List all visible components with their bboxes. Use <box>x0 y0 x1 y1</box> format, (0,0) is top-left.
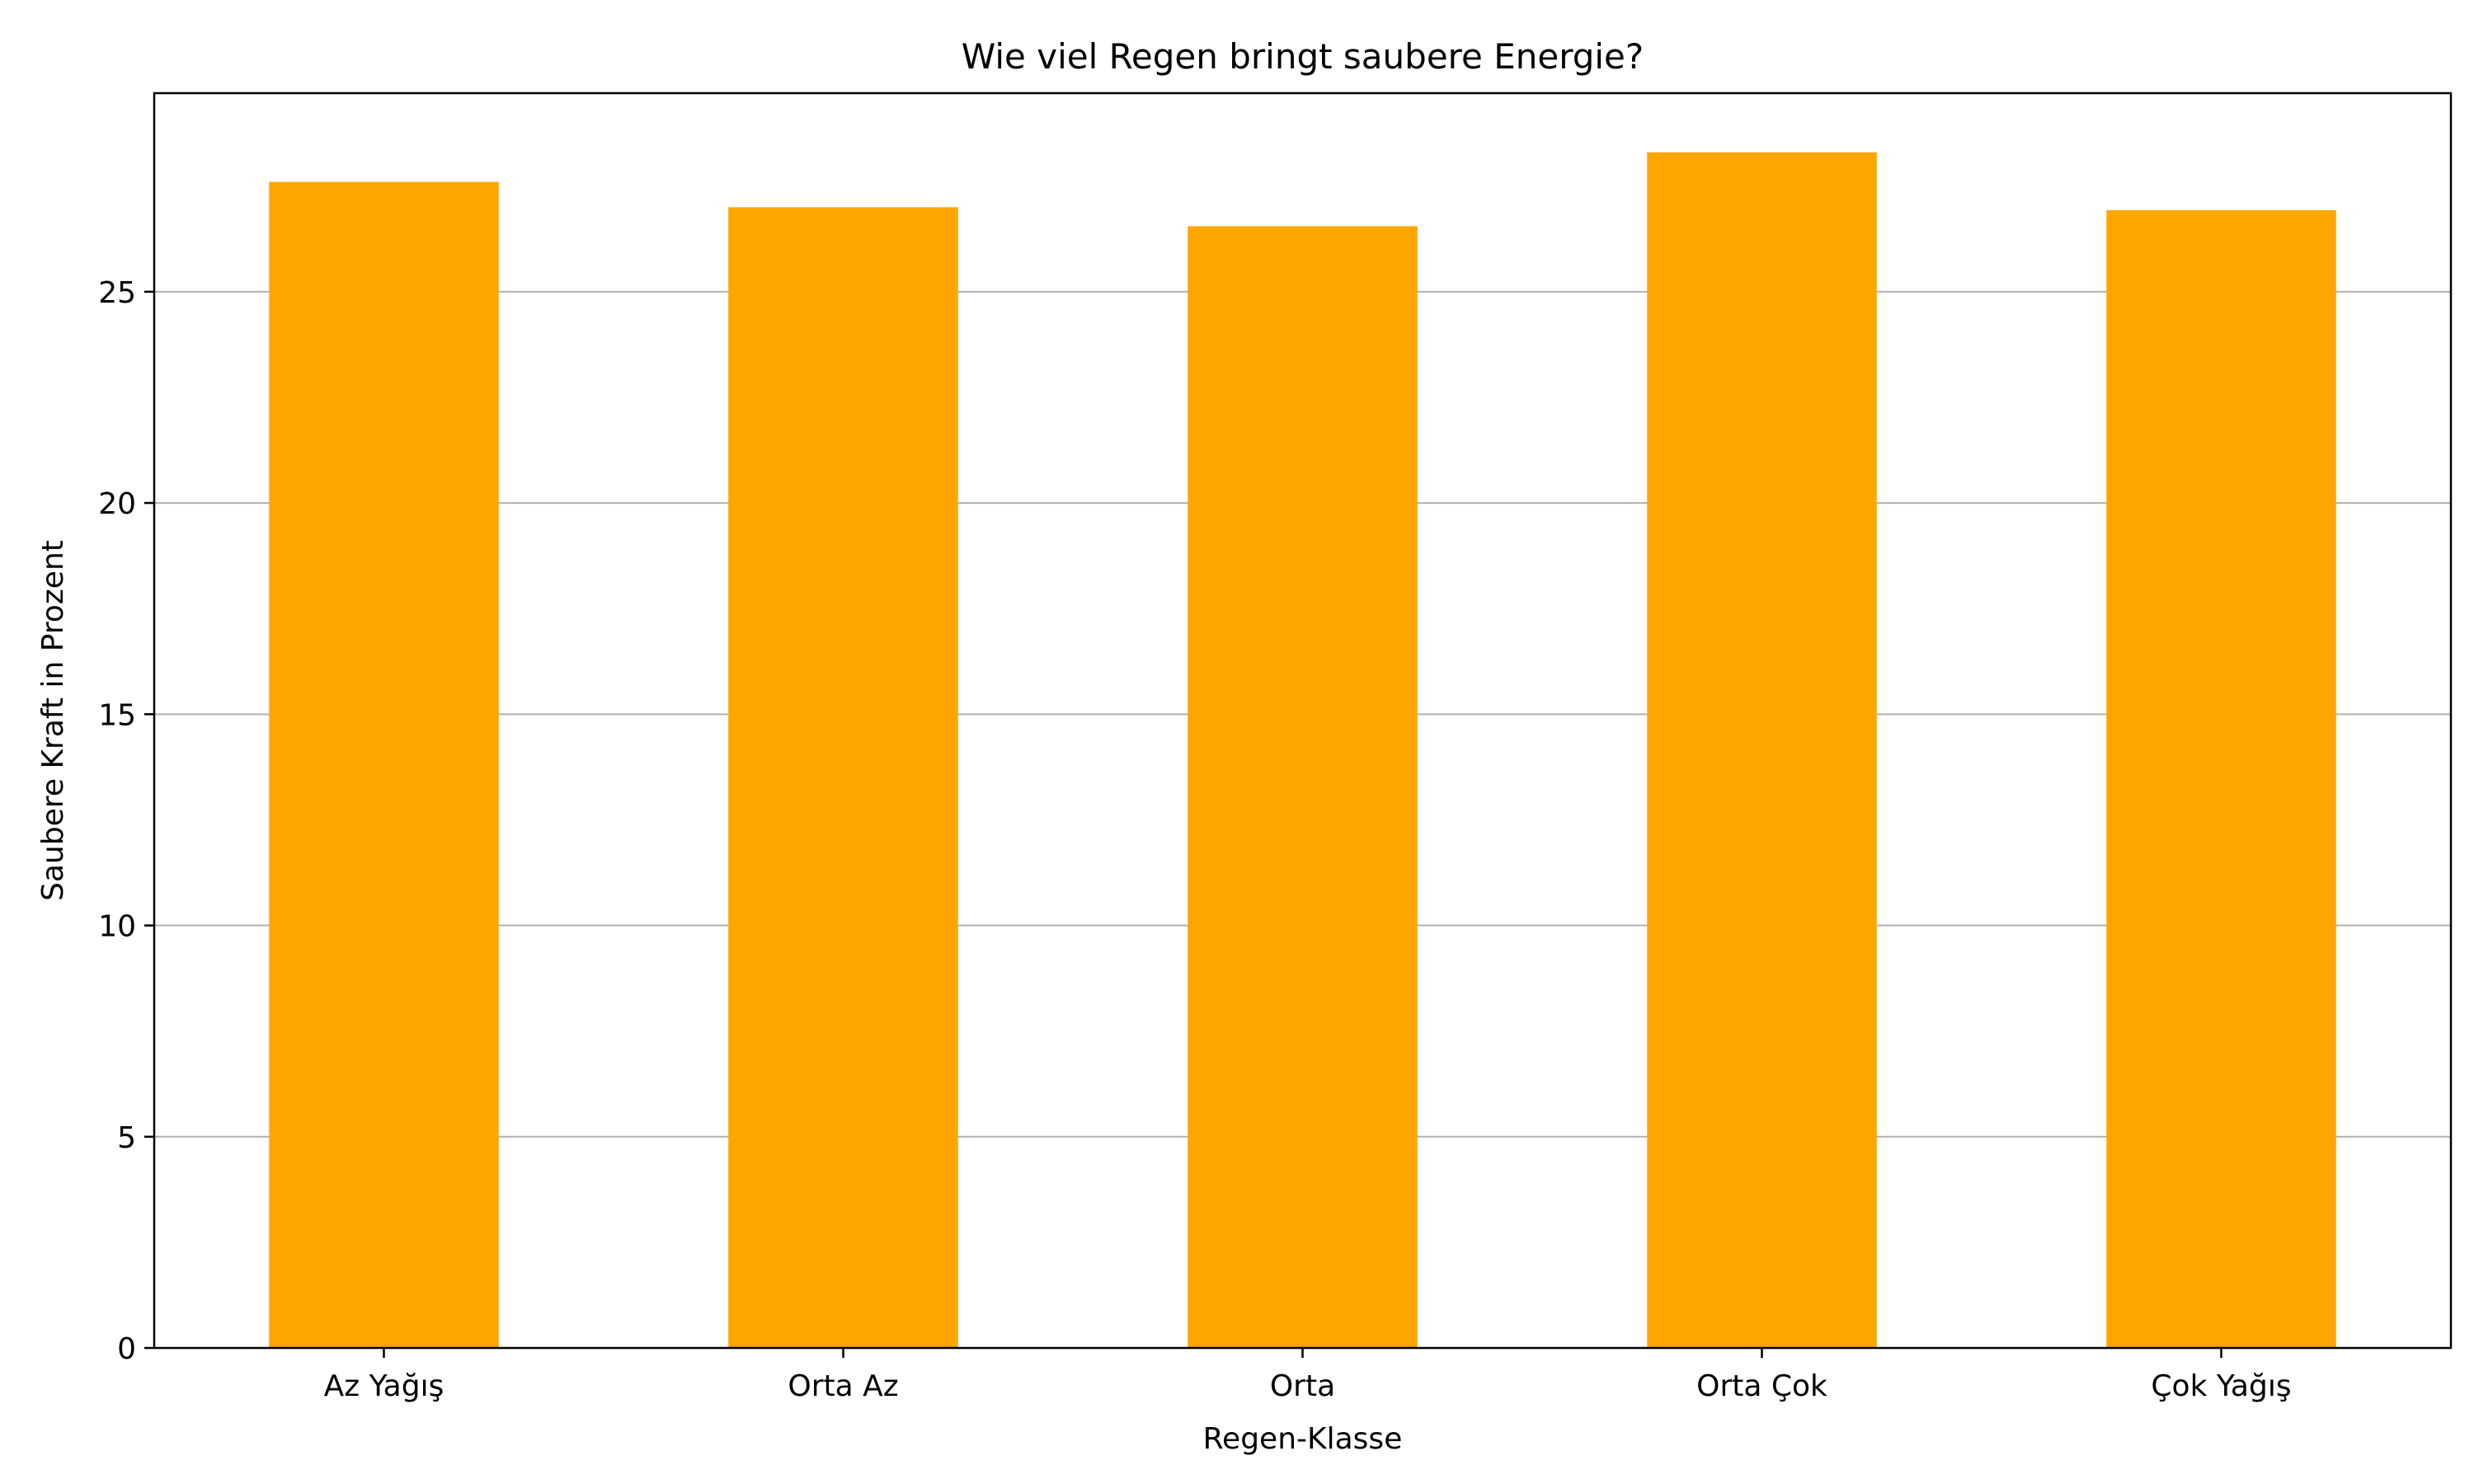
x-tick-label: Az Yağış <box>324 1369 444 1403</box>
x-tick-label: Orta Az <box>788 1369 898 1403</box>
bar <box>1647 152 1877 1348</box>
bars <box>269 152 2336 1349</box>
bar <box>728 207 958 1348</box>
x-axis-label: Regen-Klasse <box>1203 1422 1403 1456</box>
chart-title: Wie viel Regen bringt saubere Energie? <box>962 36 1644 77</box>
bar <box>2106 209 2336 1349</box>
y-axis-ticks: 0 5 10 15 20 25 <box>98 276 154 1366</box>
y-axis-label: Saubere Kraft in Prozent <box>36 540 70 901</box>
y-tick-label: 5 <box>117 1121 136 1155</box>
x-axis-ticks: Az Yağış Orta Az Orta Orta Çok Çok Yağış <box>324 1348 2292 1403</box>
x-tick-label: Orta Çok <box>1696 1369 1827 1403</box>
y-tick-label: 0 <box>117 1332 136 1366</box>
y-tick-label: 15 <box>98 698 136 732</box>
y-tick-label: 10 <box>98 910 136 944</box>
y-tick-label: 20 <box>98 487 136 521</box>
y-tick-label: 25 <box>98 276 136 310</box>
x-tick-label: Çok Yağış <box>2151 1369 2291 1403</box>
bar <box>269 181 499 1348</box>
bar <box>1188 226 1418 1348</box>
x-tick-label: Orta <box>1270 1369 1335 1403</box>
